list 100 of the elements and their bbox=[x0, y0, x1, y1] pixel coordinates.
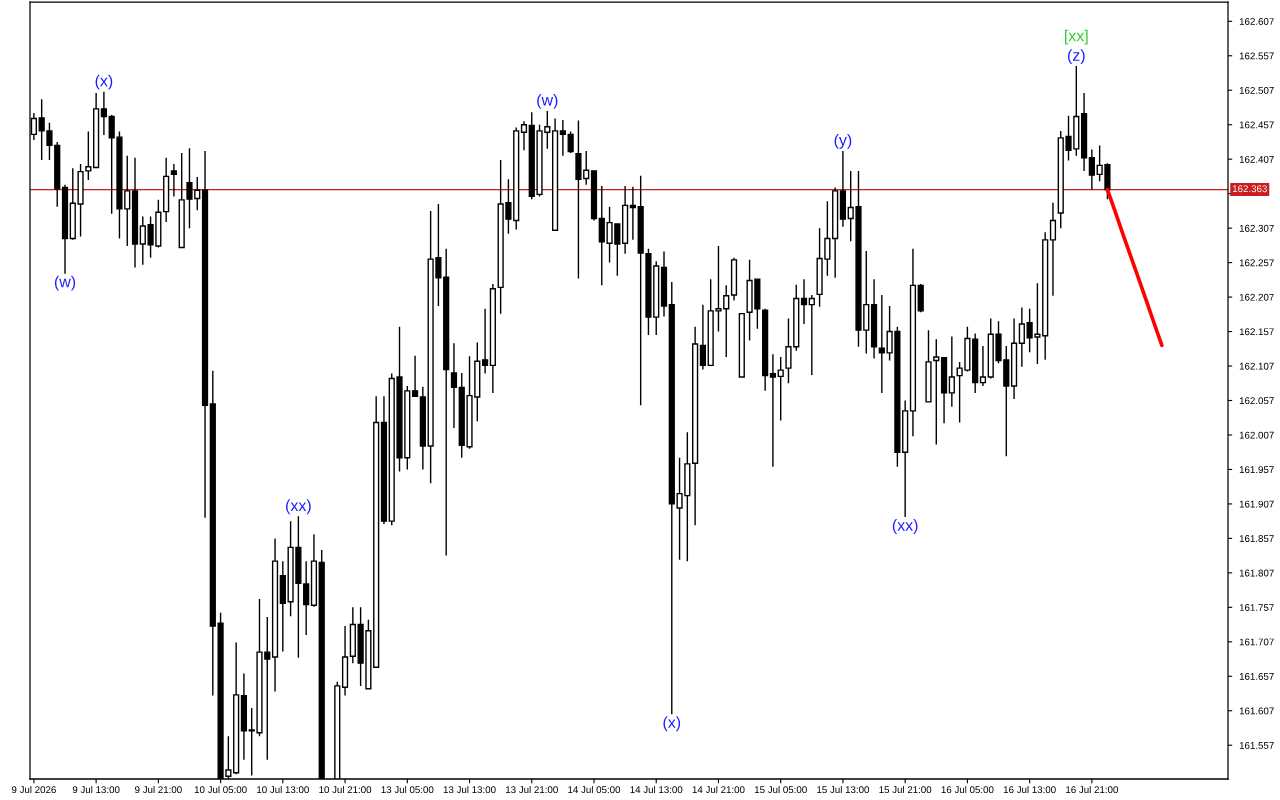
y-tick-label: 161.557 bbox=[1239, 741, 1274, 749]
candlestick bbox=[201, 150, 209, 519]
candlestick bbox=[100, 90, 108, 136]
candlestick bbox=[925, 329, 932, 404]
candlestick bbox=[622, 185, 629, 255]
candlestick bbox=[870, 278, 878, 360]
y-tick-label: 162.257 bbox=[1239, 259, 1274, 267]
x-tick-label: 14 Jul 05:00 bbox=[568, 785, 621, 794]
candlestick bbox=[800, 278, 808, 325]
y-tick-label: 162.007 bbox=[1239, 431, 1274, 439]
candlestick bbox=[93, 92, 100, 169]
y-tick-label: 161.807 bbox=[1239, 569, 1274, 577]
y-tick-label: 161.957 bbox=[1239, 466, 1274, 474]
candlestick bbox=[933, 338, 940, 446]
annotation: (w) bbox=[54, 275, 76, 291]
annotation: (z) bbox=[1067, 49, 1085, 65]
y-tick-label: 162.557 bbox=[1239, 52, 1274, 60]
candlestick bbox=[551, 117, 559, 232]
x-tick-label: 16 Jul 21:00 bbox=[1066, 785, 1118, 794]
annotation: (x) bbox=[663, 716, 681, 732]
candlestick bbox=[762, 308, 769, 392]
candlestick bbox=[832, 186, 839, 279]
candlestick bbox=[917, 283, 924, 313]
candlestick bbox=[692, 326, 699, 526]
candlestick bbox=[303, 560, 310, 636]
candlestick bbox=[567, 130, 574, 154]
candlestick bbox=[730, 257, 738, 302]
candlestick bbox=[1088, 148, 1095, 191]
candlestick bbox=[233, 641, 240, 775]
candlestick bbox=[1010, 317, 1018, 400]
candlestick bbox=[839, 150, 847, 228]
y-tick-label: 161.857 bbox=[1239, 535, 1274, 542]
candlestick bbox=[909, 248, 917, 438]
candlestick bbox=[940, 357, 948, 424]
candlestick bbox=[489, 283, 496, 394]
x-tick-label: 10 Jul 13:00 bbox=[257, 785, 309, 794]
candlestick bbox=[769, 353, 777, 468]
candlestick bbox=[61, 184, 69, 275]
candlestick bbox=[131, 157, 139, 269]
candlestick bbox=[1080, 92, 1088, 172]
annotation: (xx) bbox=[286, 499, 311, 515]
candlestick bbox=[660, 250, 668, 318]
annotation: (w) bbox=[537, 93, 558, 109]
candlestick bbox=[948, 335, 955, 408]
x-tick-label: 13 Jul 13:00 bbox=[443, 785, 496, 794]
x-tick-label: 10 Jul 21:00 bbox=[319, 785, 372, 794]
x-tick-label: 13 Jul 21:00 bbox=[506, 785, 558, 794]
y-tick-label: 161.607 bbox=[1239, 707, 1274, 715]
y-tick-label: 162.057 bbox=[1239, 397, 1274, 405]
x-tick-label: 16 Jul 05:00 bbox=[941, 785, 994, 794]
annotation: (xx) bbox=[892, 519, 918, 534]
y-tick-label: 162.207 bbox=[1239, 293, 1274, 301]
candlestick bbox=[481, 308, 489, 375]
candlestick bbox=[738, 312, 745, 378]
line-series bbox=[1105, 187, 1164, 348]
annotation: [xx] bbox=[1065, 29, 1088, 45]
x-tick-label: 9 Jul 2026 bbox=[11, 785, 56, 794]
candlestick bbox=[1049, 201, 1057, 297]
y-tick-label: 162.407 bbox=[1239, 155, 1274, 163]
y-tick-label: 161.657 bbox=[1239, 673, 1274, 680]
x-tick-label: 15 Jul 05:00 bbox=[754, 785, 807, 794]
x-tick-label: 9 Jul 13:00 bbox=[72, 785, 120, 794]
y-tick-label: 161.907 bbox=[1239, 500, 1274, 508]
candlestick bbox=[310, 533, 318, 608]
x-tick-label: 14 Jul 13:00 bbox=[630, 785, 683, 794]
x-tick-label: 14 Jul 21:00 bbox=[692, 785, 745, 794]
y-tick-label: 161.757 bbox=[1239, 604, 1274, 611]
annotation: (y) bbox=[834, 133, 852, 149]
candlestick bbox=[979, 345, 987, 387]
x-tick-label: 16 Jul 13:00 bbox=[1003, 785, 1056, 794]
candlestick bbox=[559, 119, 566, 157]
candlestick bbox=[902, 399, 909, 518]
candlestick bbox=[520, 120, 528, 151]
y-tick-label: 162.307 bbox=[1239, 224, 1274, 232]
y-tick-label: 161.707 bbox=[1239, 638, 1274, 646]
y-tick-label: 162.107 bbox=[1239, 362, 1274, 370]
candlestick bbox=[629, 186, 636, 241]
candlestick bbox=[240, 672, 248, 761]
candlestick bbox=[380, 395, 388, 525]
candlestick bbox=[349, 606, 356, 664]
candlestick bbox=[341, 625, 349, 697]
candlestick bbox=[699, 303, 707, 371]
candlestick bbox=[1018, 306, 1025, 368]
y-tick-label: 162.607 bbox=[1239, 18, 1274, 25]
ref-line-label: 162.363 bbox=[1232, 185, 1267, 193]
y-tick-label: 162.507 bbox=[1239, 86, 1274, 94]
x-tick-label: 15 Jul 13:00 bbox=[817, 785, 870, 794]
candlestick bbox=[170, 163, 178, 198]
candlestick bbox=[450, 342, 458, 429]
candlestick bbox=[590, 169, 598, 222]
candlestick bbox=[777, 356, 784, 422]
x-tick-label: 15 Jul 21:00 bbox=[879, 785, 932, 794]
x-tick-label: 13 Jul 05:00 bbox=[381, 785, 434, 794]
x-tick-label: 10 Jul 05:00 bbox=[194, 785, 247, 794]
candlestick bbox=[271, 537, 279, 693]
candlestick bbox=[419, 386, 426, 471]
candlestick bbox=[163, 157, 170, 223]
candlestick bbox=[808, 294, 815, 376]
y-tick-label: 162.157 bbox=[1239, 328, 1274, 336]
candlestick bbox=[411, 354, 419, 398]
